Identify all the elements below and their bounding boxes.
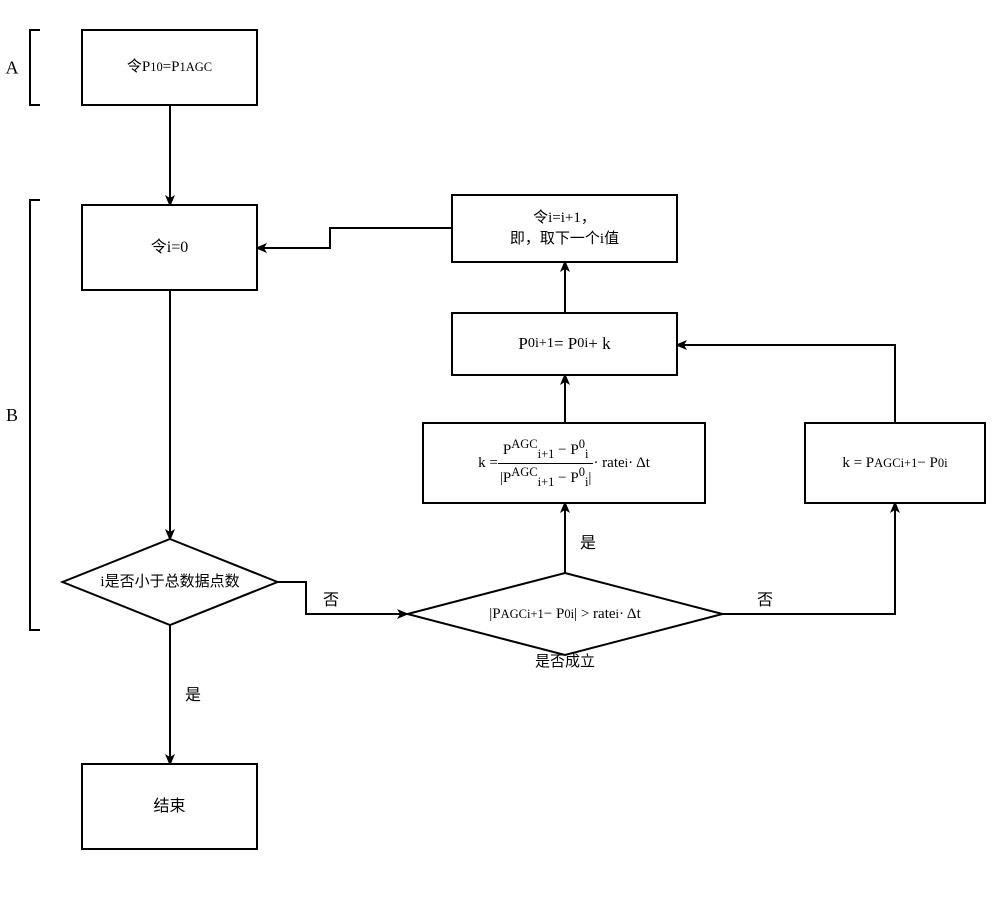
edge-loop_check-cond — [277, 582, 407, 614]
region-bracket-A — [30, 30, 40, 105]
region-label-B: B — [6, 405, 18, 425]
edge-k_no-update_p — [677, 345, 895, 423]
edge-inc_i-init_i — [257, 228, 452, 248]
edge-label-loop_check-end: 是 — [185, 687, 201, 704]
edge-label-loop_check-cond: 否 — [323, 592, 339, 609]
edge-label-cond-k_no: 否 — [757, 592, 773, 609]
edge-label-cond-k_yes: 是 — [580, 535, 596, 552]
region-bracket-B — [30, 200, 40, 630]
edge-cond-k_no — [722, 503, 895, 614]
region-label-A: A — [6, 58, 19, 78]
